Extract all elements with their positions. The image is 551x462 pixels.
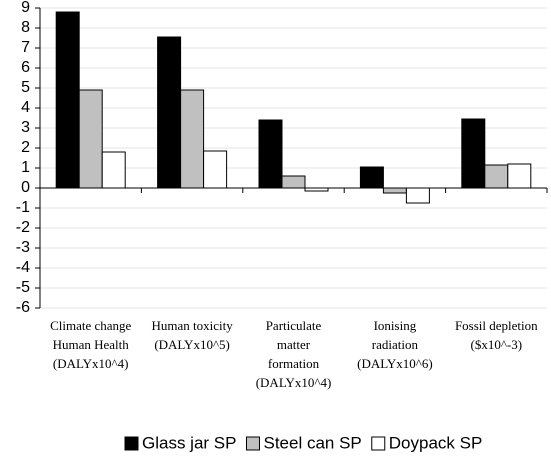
x-tick-label: Particulate bbox=[266, 318, 322, 333]
y-tick-label: -6 bbox=[16, 299, 30, 316]
x-tick-label: (DALYx10^6) bbox=[357, 356, 433, 371]
legend-label: Steel can SP bbox=[263, 433, 361, 452]
x-tick-label: (DALYx10^4) bbox=[256, 375, 332, 390]
y-tick-label: 2 bbox=[21, 139, 30, 156]
legend-swatch bbox=[371, 436, 386, 451]
y-tick-label: 6 bbox=[21, 59, 30, 76]
x-tick-label: (DALYx10^4) bbox=[53, 356, 129, 371]
legend-swatch bbox=[124, 436, 139, 451]
x-tick-label: ($x10^-3) bbox=[471, 337, 523, 352]
y-tick-label: 8 bbox=[21, 19, 30, 36]
y-tick-label: 4 bbox=[21, 99, 30, 116]
x-tick-label: radiation bbox=[372, 337, 419, 352]
x-tick-label: matter bbox=[277, 337, 311, 352]
bar bbox=[359, 166, 384, 189]
bar bbox=[507, 163, 532, 189]
y-tick-label: -2 bbox=[16, 219, 30, 236]
x-tick-label: Ionising bbox=[374, 318, 417, 333]
legend-label: Glass jar SP bbox=[142, 433, 236, 452]
bar bbox=[484, 164, 509, 189]
bar bbox=[157, 36, 182, 189]
x-tick-label: Human toxicity bbox=[151, 318, 233, 333]
y-tick-label: 7 bbox=[21, 39, 30, 56]
y-tick-label: -4 bbox=[16, 259, 30, 276]
y-tick-label: -3 bbox=[16, 239, 30, 256]
bar bbox=[55, 11, 80, 189]
x-tick-label: Fossil depletion bbox=[455, 318, 538, 333]
y-tick-label: 1 bbox=[21, 159, 30, 176]
bar bbox=[180, 89, 205, 189]
legend-swatch bbox=[245, 436, 260, 451]
bar bbox=[78, 89, 103, 189]
y-tick-label: 3 bbox=[21, 119, 30, 136]
y-tick-label: 5 bbox=[21, 79, 30, 96]
x-tick-label: Climate change bbox=[50, 318, 131, 333]
bar bbox=[281, 175, 306, 189]
bar bbox=[405, 187, 430, 204]
x-tick-label: (DALYx10^5) bbox=[154, 337, 230, 352]
x-tick-label: Human Health bbox=[53, 337, 130, 352]
y-tick-label: 9 bbox=[21, 0, 30, 16]
bar bbox=[461, 118, 486, 189]
bar bbox=[382, 187, 407, 194]
bar bbox=[101, 151, 126, 189]
y-tick-label: -5 bbox=[16, 279, 30, 296]
y-tick-label: -1 bbox=[16, 199, 30, 216]
legend-label: Doypack SP bbox=[389, 433, 483, 452]
x-tick-label: formation bbox=[268, 356, 320, 371]
bar bbox=[203, 150, 228, 189]
y-tick-label: 0 bbox=[21, 179, 30, 196]
bar bbox=[258, 119, 283, 189]
